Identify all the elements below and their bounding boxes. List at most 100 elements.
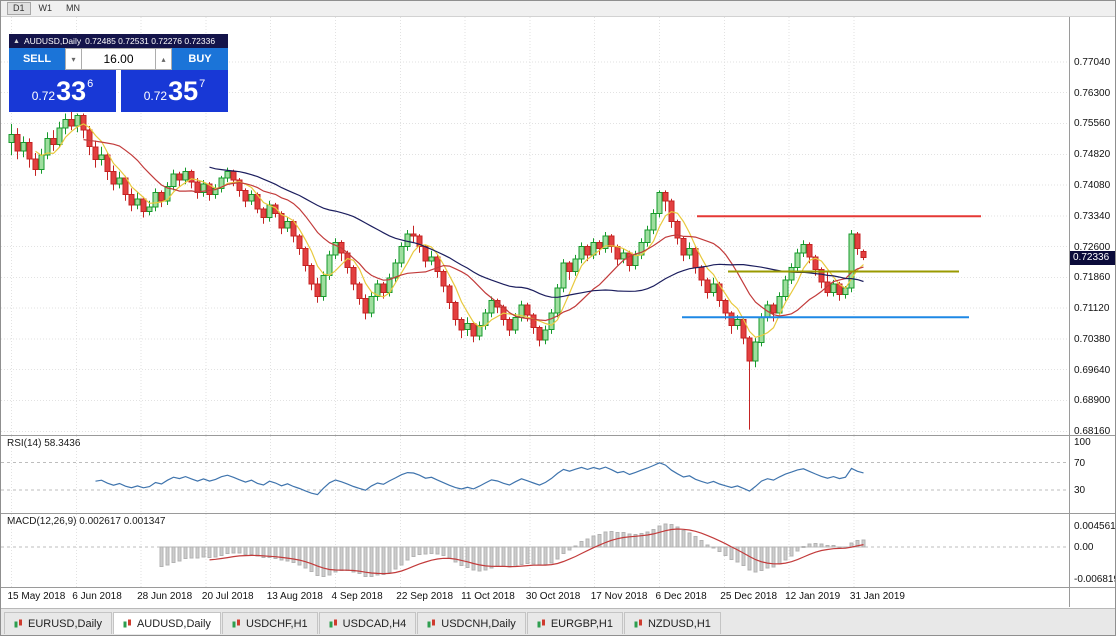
candle — [350, 265, 357, 291]
candle — [434, 254, 441, 278]
macd-histogram-bar — [507, 546, 512, 568]
candle — [626, 250, 633, 272]
buy-button[interactable]: BUY — [172, 48, 228, 70]
candle — [506, 317, 513, 336]
macd-histogram-bar — [735, 546, 740, 563]
macd-panel[interactable]: MACD(12,26,9) 0.002617 0.001347 — [1, 514, 1069, 587]
macd-histogram-bar — [645, 531, 650, 548]
sell-price-pips: 33 — [56, 75, 87, 106]
candle — [782, 275, 789, 301]
macd-histogram-bar — [183, 546, 188, 560]
tab-eurgbp-h1[interactable]: EURGBP,H1 — [526, 612, 623, 634]
candle — [788, 263, 795, 284]
rsi-scale-label: 30 — [1074, 485, 1086, 497]
macd-histogram-bar — [603, 531, 608, 548]
macd-histogram-bar — [387, 546, 392, 573]
date-axis[interactable]: 15 May 2018 6 Jun 2018 28 Jun 2018 20 Jul 2… — [1, 588, 1069, 607]
volume-decrease-button[interactable]: ▾ — [65, 48, 82, 70]
macd-histogram-bar — [651, 529, 656, 548]
buy-price-display[interactable]: 0.72 35 7 — [121, 70, 228, 112]
moving-average-line[interactable] — [209, 166, 864, 298]
tab-chart-icon — [427, 619, 436, 628]
macd-histogram-bar — [663, 523, 668, 548]
collapse-panel-icon[interactable]: ▲ — [13, 37, 20, 45]
tab-eurusd-daily[interactable]: EURUSD,Daily — [4, 612, 112, 634]
volume-increase-button[interactable]: ▴ — [155, 48, 172, 70]
price-scale-label: 0.76300 — [1074, 87, 1111, 99]
macd-histogram-bar — [435, 546, 440, 555]
sell-price-display[interactable]: 0.72 33 6 — [9, 70, 116, 112]
moving-average-line[interactable] — [83, 139, 864, 322]
macd-chart — [1, 514, 1069, 587]
tab-chart-icon — [14, 619, 23, 628]
volume-input[interactable]: 16.00 — [82, 48, 155, 70]
macd-histogram-bar — [585, 538, 590, 548]
price-chart-panel[interactable]: ▲ AUDUSD,Daily 0.72485 0.72531 0.72276 0… — [1, 17, 1069, 435]
rsi-indicator-label: RSI(14) 58.3436 — [7, 438, 81, 449]
candle — [584, 244, 591, 262]
macd-histogram-bar — [405, 546, 410, 561]
tab-usdchf-h1[interactable]: USDCHF,H1 — [221, 612, 318, 634]
macd-histogram-bar — [519, 546, 524, 565]
rsi-scale-label: 100 — [1074, 437, 1091, 448]
timeframe-button-w1[interactable]: W1 — [32, 2, 59, 15]
date-axis-label: 20 Jul 2018 — [201, 591, 254, 602]
timeframe-button-d1[interactable]: D1 — [7, 2, 31, 15]
price-scale-label: 0.74080 — [1074, 180, 1111, 192]
tab-usdcad-h4[interactable]: USDCAD,H4 — [318, 612, 417, 634]
candle — [710, 277, 717, 297]
macd-histogram-bar — [165, 546, 170, 566]
panel-separator — [1, 587, 1115, 588]
macd-histogram-bar — [369, 546, 374, 577]
macd-histogram-bar — [429, 546, 434, 554]
tab-chart-icon — [329, 619, 338, 628]
moving-average-line[interactable] — [35, 123, 864, 338]
candle — [680, 236, 687, 262]
price-scale-label: 0.70380 — [1074, 333, 1111, 345]
macd-scale-label: 0.00 — [1074, 542, 1094, 553]
candle — [104, 153, 111, 180]
rsi-panel[interactable]: RSI(14) 58.3436 — [1, 436, 1069, 513]
tab-audusd-daily[interactable]: AUDUSD,Daily — [112, 612, 221, 634]
sell-button[interactable]: SELL — [9, 48, 65, 70]
candle — [74, 113, 81, 133]
macd-histogram-bar — [315, 546, 320, 577]
macd-histogram-bar — [693, 536, 698, 548]
macd-histogram-bar — [303, 546, 308, 569]
candle — [308, 263, 315, 291]
tab-usdcnh-daily[interactable]: USDCNH,Daily — [417, 612, 526, 634]
candle — [458, 317, 465, 339]
price-scale[interactable]: 0.72336 0.77040 0.76300 0.75560 0.74820 0.74… — [1069, 17, 1115, 607]
candle — [848, 230, 855, 293]
macd-histogram-bar — [567, 546, 572, 551]
macd-histogram-bar — [597, 534, 602, 548]
macd-histogram-bar — [525, 546, 530, 564]
tab-nzdusd-h1[interactable]: NZDUSD,H1 — [623, 612, 721, 634]
candle — [410, 225, 417, 243]
tab-label: USDCHF,H1 — [245, 617, 308, 630]
candle — [56, 121, 63, 147]
candle — [740, 317, 747, 345]
buy-price-point: 7 — [199, 78, 206, 90]
macd-histogram-bar — [249, 546, 254, 555]
timeframe-toolbar: D1 W1 MN — [1, 1, 1115, 17]
panel-separator[interactable] — [1, 435, 1115, 436]
macd-histogram-bar — [399, 546, 404, 566]
candle — [794, 248, 801, 272]
macd-histogram-bar — [531, 546, 536, 565]
candle — [296, 234, 303, 255]
macd-histogram-bar — [813, 542, 818, 548]
candle — [686, 242, 693, 260]
candle — [596, 240, 603, 255]
candle — [134, 192, 141, 210]
tab-label: EURGBP,H1 — [550, 617, 613, 630]
timeframe-button-mn[interactable]: MN — [60, 2, 87, 15]
macd-histogram-bar — [201, 546, 206, 558]
panel-separator[interactable] — [1, 513, 1115, 514]
macd-histogram-bar — [615, 531, 620, 548]
macd-histogram-bar — [213, 546, 218, 558]
macd-histogram-bar — [171, 546, 176, 563]
macd-histogram-bar — [783, 546, 788, 561]
candle — [272, 202, 279, 218]
